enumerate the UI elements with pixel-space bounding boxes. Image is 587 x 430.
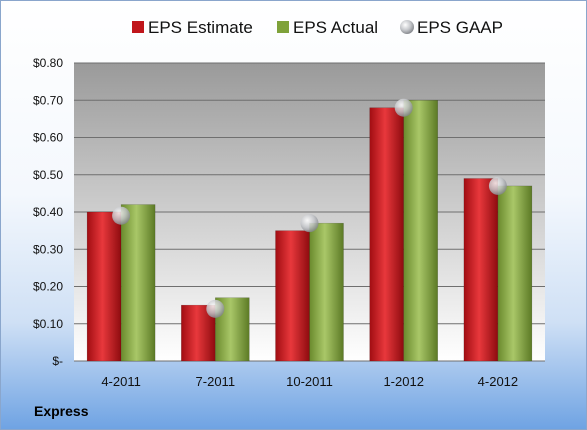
bar-eps-actual [403,100,438,362]
legend: EPS Estimate EPS Actual EPS GAAP [132,18,503,37]
y-tick-label: $0.40 [33,205,63,219]
marker-eps-gaap [206,299,225,318]
legend-marker-gaap [400,20,414,34]
y-tick-label: $0.80 [33,56,63,70]
bar-eps-actual [309,222,344,362]
y-tick-label: $- [52,354,63,368]
y-tick-label: $0.30 [33,242,63,256]
y-tick-label: $0.60 [33,131,63,145]
legend-label-estimate: EPS Estimate [148,18,253,37]
marker-eps-gaap [112,206,131,225]
bar-eps-estimate [369,107,404,362]
x-tick-label: 1-2012 [383,374,423,389]
x-tick-label: 4-2011 [101,374,141,389]
bar-eps-estimate [463,178,499,362]
gaap-markers [112,98,507,318]
legend-label-gaap: EPS GAAP [417,18,503,37]
y-axis-labels: $- $0.10 $0.20 $0.30 $0.40 $0.50 $0.60 $0.70 $0.… [33,56,63,368]
bar-eps-actual [497,185,533,362]
x-tick-label: 4-2012 [478,374,518,389]
y-tick-label: $0.20 [33,280,63,294]
marker-eps-gaap [488,176,507,195]
legend-swatch-actual [277,21,289,33]
marker-eps-gaap [394,98,413,117]
marker-eps-gaap [300,214,319,233]
y-tick-label: $0.10 [33,317,63,331]
bar-eps-estimate [86,211,122,362]
y-tick-label: $0.70 [33,93,63,107]
legend-swatch-estimate [132,21,144,33]
y-tick-label: $0.50 [33,168,63,182]
legend-label-actual: EPS Actual [293,18,378,37]
bar-eps-actual [120,204,156,362]
bar-eps-estimate [275,230,310,362]
x-tick-label: 7-2011 [196,374,236,389]
x-axis-labels: 4-2011 7-2011 10-2011 1-2012 4-2012 [101,374,518,389]
x-tick-label: 10-2011 [286,374,333,389]
company-name: Express [34,403,89,419]
